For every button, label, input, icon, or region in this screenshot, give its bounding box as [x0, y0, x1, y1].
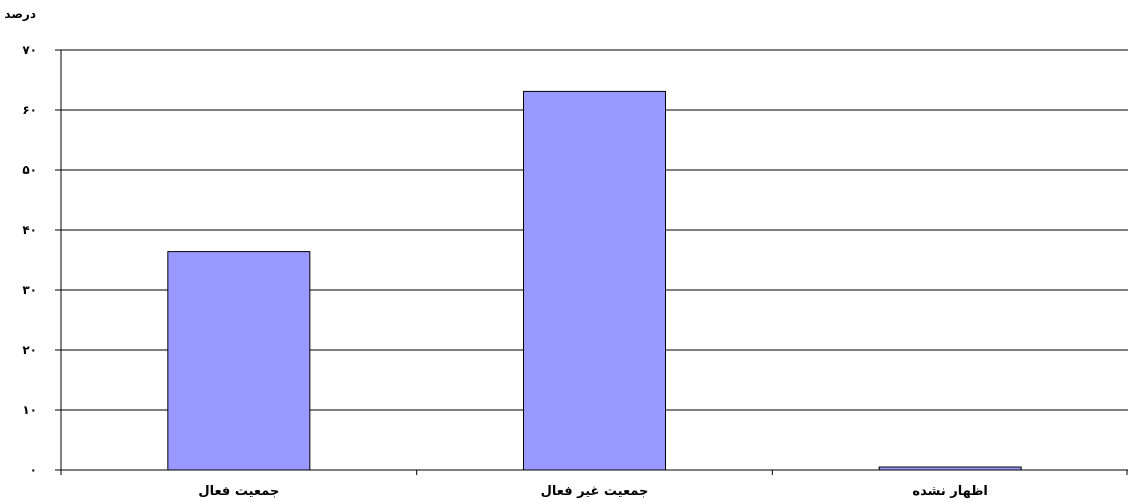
x-axis-labels: جمعیت فعال جمعیت غیر فعال اظهار نشده [198, 484, 988, 499]
y-tick-label: ۵٠ [22, 163, 37, 177]
y-tick-label: ٣٠ [22, 283, 37, 297]
y-tick-label: ١٠ [22, 403, 37, 417]
y-tick-label: ۴٠ [22, 223, 37, 237]
x-tick-label: جمعیت فعال [198, 484, 279, 499]
bar [167, 251, 311, 471]
bar [523, 90, 666, 471]
axes [60, 50, 1128, 475]
bars [167, 90, 1022, 471]
x-tick-label: جمعیت غیر فعال [541, 484, 649, 499]
y-tick-label: ۶٠ [22, 103, 37, 117]
y-tick-label: ٠ [30, 463, 37, 477]
y-tick-label: ٢٠ [22, 343, 37, 357]
y-tick-label: ٧٠ [22, 43, 37, 57]
x-tick-label: اظهار نشده [912, 484, 987, 499]
y-axis-label: درصد [4, 7, 36, 21]
y-axis-ticks: ٠ ١٠ ٢٠ ٣٠ ۴٠ ۵٠ ۶٠ ٧٠ [22, 43, 61, 477]
